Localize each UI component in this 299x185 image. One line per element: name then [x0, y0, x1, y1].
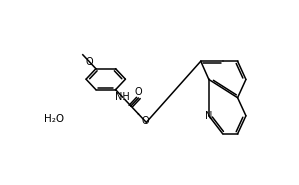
Text: H₂O: H₂O — [44, 114, 65, 124]
Text: O: O — [141, 116, 149, 126]
Text: O: O — [135, 87, 142, 97]
Text: O: O — [85, 57, 93, 67]
Text: NH: NH — [115, 92, 130, 102]
Text: N: N — [205, 111, 213, 121]
